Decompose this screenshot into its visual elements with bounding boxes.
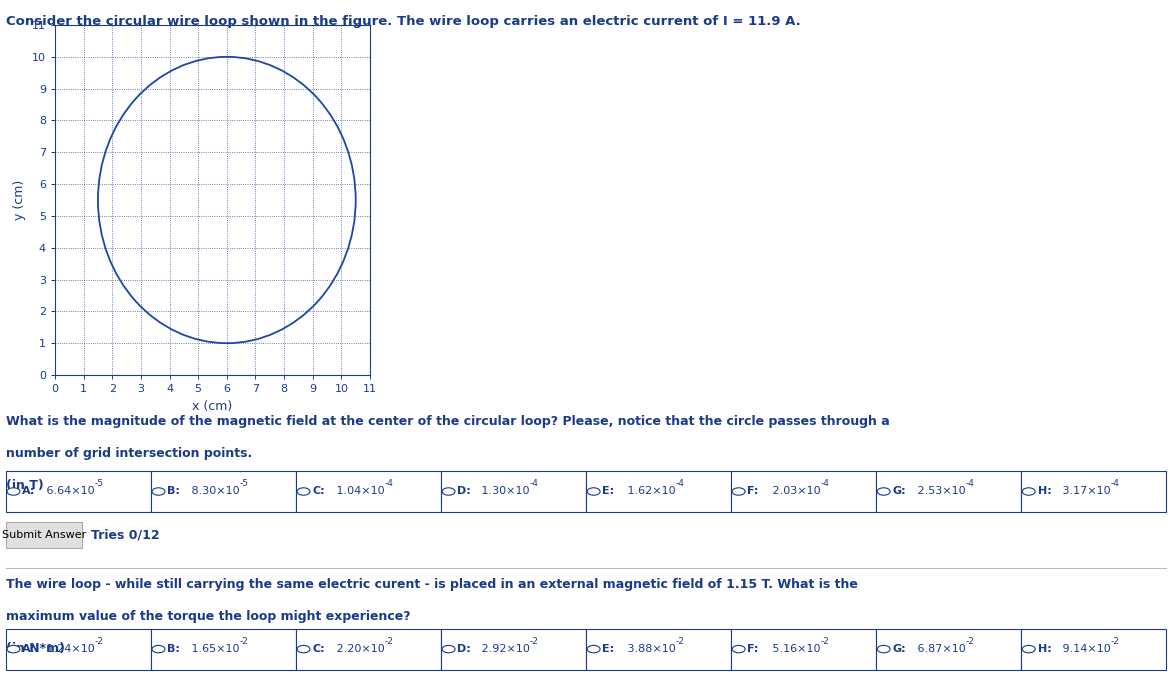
Text: Submit Answer: Submit Answer	[2, 530, 86, 540]
Text: H:: H:	[1037, 487, 1051, 497]
Text: -4: -4	[384, 479, 394, 488]
Text: A:: A:	[22, 487, 35, 497]
Text: What is the magnitude of the magnetic field at the center of the circular loop? : What is the magnitude of the magnetic fi…	[6, 415, 890, 428]
Text: -4: -4	[820, 479, 829, 488]
Text: (in N*m): (in N*m)	[6, 642, 64, 655]
Text: -2: -2	[530, 637, 539, 645]
Text: The wire loop - while still carrying the same electric curent - is placed in an : The wire loop - while still carrying the…	[6, 578, 858, 591]
Text: 9.14×10: 9.14×10	[1058, 644, 1110, 654]
Text: 1.04×10: 1.04×10	[334, 487, 386, 497]
Text: -2: -2	[966, 637, 974, 645]
Text: -4: -4	[530, 479, 539, 488]
Text: 8.30×10: 8.30×10	[189, 487, 240, 497]
Text: -2: -2	[240, 637, 248, 645]
Text: 6.87×10: 6.87×10	[914, 644, 966, 654]
Text: G:: G:	[893, 644, 906, 654]
Text: 1.30×10: 1.30×10	[478, 487, 530, 497]
Text: -2: -2	[820, 637, 829, 645]
Text: E:: E:	[602, 644, 614, 654]
Text: H:: H:	[1037, 644, 1051, 654]
Text: number of grid intersection points.: number of grid intersection points.	[6, 448, 252, 460]
Text: D:: D:	[457, 487, 471, 497]
Text: F:: F:	[748, 487, 758, 497]
Text: 1.62×10: 1.62×10	[624, 487, 675, 497]
Text: C:: C:	[312, 487, 325, 497]
Text: 3.88×10: 3.88×10	[624, 644, 675, 654]
Text: -2: -2	[1110, 637, 1119, 645]
Text: 6.64×10: 6.64×10	[43, 487, 95, 497]
Text: B:: B:	[168, 487, 180, 497]
X-axis label: x (cm): x (cm)	[192, 400, 232, 412]
Text: 2.03×10: 2.03×10	[769, 487, 820, 497]
Text: A:: A:	[22, 644, 35, 654]
Text: 5.16×10: 5.16×10	[769, 644, 820, 654]
Text: -4: -4	[1110, 479, 1119, 488]
Text: 3.17×10: 3.17×10	[1058, 487, 1110, 497]
Text: D:: D:	[457, 644, 471, 654]
Text: 1.24×10: 1.24×10	[43, 644, 95, 654]
Text: -5: -5	[95, 479, 104, 488]
Y-axis label: y (cm): y (cm)	[13, 180, 27, 220]
Text: -5: -5	[240, 479, 248, 488]
Text: -2: -2	[95, 637, 104, 645]
Text: -4: -4	[966, 479, 974, 488]
Text: E:: E:	[602, 487, 614, 497]
Text: C:: C:	[312, 644, 325, 654]
Text: maximum value of the torque the loop might experience?: maximum value of the torque the loop mig…	[6, 610, 410, 624]
Text: F:: F:	[748, 644, 758, 654]
Text: Tries 0/12: Tries 0/12	[91, 529, 161, 541]
Text: 2.20×10: 2.20×10	[334, 644, 386, 654]
Text: -4: -4	[675, 479, 684, 488]
Text: -2: -2	[384, 637, 394, 645]
Text: Consider the circular wire loop shown in the figure. The wire loop carries an el: Consider the circular wire loop shown in…	[6, 15, 800, 28]
Text: B:: B:	[168, 644, 180, 654]
Text: 2.53×10: 2.53×10	[914, 487, 966, 497]
Text: (in T): (in T)	[6, 479, 43, 492]
Text: G:: G:	[893, 487, 906, 497]
Text: 2.92×10: 2.92×10	[478, 644, 531, 654]
Text: -2: -2	[675, 637, 684, 645]
Text: 1.65×10: 1.65×10	[189, 644, 240, 654]
